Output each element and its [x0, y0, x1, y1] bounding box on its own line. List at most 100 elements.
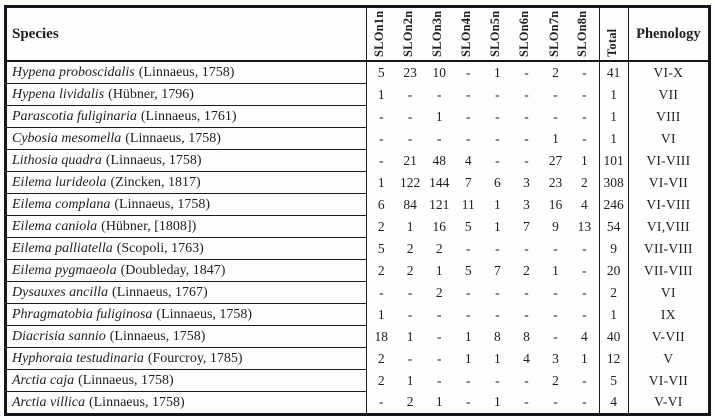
- table-row: Arctia caja (Linnaeus, 1758) 2 1- - - -2-5 VI-V…: [5, 369, 710, 392]
- count-cell-site-4: 11: [461, 196, 475, 212]
- count-cell-site-4: -: [466, 240, 471, 256]
- column-header-site-7: SLOn7n: [540, 6, 571, 62]
- count-cell-site-7: -: [553, 86, 558, 102]
- count-cell-site-4: -: [466, 372, 471, 388]
- total-cell: 1: [598, 83, 629, 106]
- table-row: Phragmatobia fuliginosa (Linnaeus, 1758) 1…: [5, 303, 710, 326]
- total-cell: 246: [598, 193, 629, 216]
- phenology-cell: V: [663, 350, 674, 366]
- phenology-cell: IX: [660, 306, 676, 322]
- species-cell: Hyphoraia testudinaria (Fourcroy, 1785): [5, 347, 368, 370]
- count-cell-site-4: 1: [464, 350, 472, 366]
- species-cell: Lithosia quadra (Linnaeus, 1758): [5, 149, 368, 172]
- count-cell-site-2: 84: [403, 196, 417, 212]
- table-row: Lithosia quadra (Linnaeus, 1758) -21 48 4- -2…: [5, 149, 710, 172]
- phenology-cell: VI: [660, 284, 676, 300]
- count-cell-site-2: -: [407, 130, 413, 146]
- count-cell-site-8: -: [582, 394, 587, 410]
- count-cell-site-5: 8: [493, 328, 501, 344]
- species-cell: Eilema complana (Linnaeus, 1758): [5, 193, 368, 216]
- phenology-cell: VI-VII: [648, 174, 688, 190]
- count-cell-site-6: -: [524, 394, 529, 410]
- count-cell-site-2: 2: [406, 394, 414, 410]
- species-cell: Eilema caniola (Hübner, [1808]): [5, 215, 368, 238]
- count-cell-site-5: -: [495, 86, 500, 102]
- count-cell-site-6: -: [524, 284, 529, 300]
- count-cell-site-1: 1: [377, 306, 385, 322]
- count-cell-site-6: -: [524, 306, 529, 322]
- total-cell: 20: [598, 259, 629, 282]
- count-cell-site-1: 2: [377, 262, 385, 278]
- count-cell-site-1: 5: [377, 64, 385, 80]
- phenology-cell: VIII: [656, 108, 681, 124]
- species-authority: (Linnaeus, 1758): [88, 394, 185, 410]
- total-cell: 5: [598, 369, 629, 392]
- species-cell: Cybosia mesomella (Linnaeus, 1758): [5, 127, 368, 150]
- count-cell-site-3: 48: [432, 152, 446, 168]
- count-cell-site-8: -: [582, 284, 587, 300]
- site-7-label: SLOn7n: [546, 10, 561, 57]
- species-authority: (Linnaeus, 1758): [105, 152, 202, 168]
- count-cell-site-3: -: [436, 306, 442, 322]
- count-cell-site-5: -: [495, 284, 500, 300]
- count-cell-site-4: -: [466, 284, 471, 300]
- species-name: Dysauxes ancilla: [12, 284, 109, 300]
- count-cell-site-1: 2: [377, 218, 385, 234]
- count-cell-site-5: -: [495, 240, 500, 256]
- species-name: Eilema lurideola: [12, 174, 107, 190]
- count-cell-site-8: -: [582, 372, 587, 388]
- count-cell-site-1: -: [379, 394, 384, 410]
- count-cell-site-8: 4: [580, 328, 588, 344]
- count-cell-site-7: -: [553, 306, 558, 322]
- total-cell: 41: [598, 61, 629, 84]
- phenology-cell: VI: [660, 130, 676, 146]
- species-authority: (Linnaeus, 1758): [156, 306, 253, 322]
- count-cell-site-5: 1: [493, 218, 501, 234]
- table-row: Diacrisia sannio (Linnaeus, 1758) 18 1-1 8 8-…: [5, 325, 710, 348]
- column-header-phenology: Phenology: [628, 6, 710, 62]
- count-cell-site-1: -: [379, 108, 384, 124]
- species-name: Arctia villica: [12, 394, 85, 410]
- phenology-cell: VII-VIII: [643, 240, 693, 256]
- count-cell-site-5: 1: [493, 196, 501, 212]
- table-row: Eilema palliatella (Scopoli, 1763) 5 2 2 - - - -…: [5, 237, 710, 260]
- species-name: Hypena lividalis: [12, 86, 105, 102]
- count-cell-site-6: 7: [523, 218, 530, 234]
- column-header-site-2: SLOn2n: [395, 6, 425, 62]
- count-cell-site-8: -: [582, 130, 587, 146]
- species-cell: Arctia villica (Linnaeus, 1758): [5, 391, 368, 415]
- count-cell-site-4: 5: [464, 262, 472, 278]
- count-cell-site-7: -: [553, 240, 558, 256]
- count-cell-site-2: -: [407, 306, 413, 322]
- count-cell-site-6: 2: [523, 262, 530, 278]
- count-cell-site-8: 1: [580, 152, 588, 168]
- species-authority: (Scopoli, 1763): [116, 240, 204, 256]
- count-cell-site-7: 2: [552, 372, 559, 388]
- table-row: Dysauxes ancilla (Linnaeus, 1767) - -2- - - - -…: [5, 281, 710, 304]
- total-cell: 1: [598, 303, 629, 326]
- species-authority: (Linnaeus, 1758): [78, 372, 174, 388]
- count-cell-site-7: -: [553, 108, 558, 124]
- count-cell-site-5: 1: [493, 64, 501, 80]
- total-cell: 1: [598, 105, 629, 128]
- table-row: Parascotia fuliginaria (Linnaeus, 1761) - -…: [5, 105, 710, 128]
- count-cell-site-7: 16: [548, 196, 563, 212]
- count-cell-site-8: -: [582, 306, 587, 322]
- table-row: Eilema lurideola (Zincken, 1817) 1 122 144 7 6…: [5, 171, 710, 194]
- count-cell-site-5: 6: [493, 174, 501, 190]
- total-header-label: Total: [604, 28, 619, 57]
- species-name: Arctia caja: [12, 372, 75, 388]
- species-authority: (Zincken, 1817): [110, 174, 201, 190]
- count-cell-site-7: 9: [552, 218, 559, 234]
- count-cell-site-8: 13: [577, 218, 592, 234]
- species-name: Eilema pygmaeola: [12, 262, 117, 278]
- species-authority: (Linnaeus, 1758): [114, 196, 211, 212]
- count-cell-site-2: -: [407, 86, 413, 102]
- count-cell-site-1: -: [379, 130, 384, 146]
- phenology-cell: VII: [658, 86, 679, 102]
- count-cell-site-7: 2: [552, 64, 559, 80]
- count-cell-site-7: 1: [552, 262, 559, 278]
- site-5-label: SLOn5n: [488, 10, 503, 57]
- count-cell-site-2: 23: [403, 64, 417, 80]
- phenology-header-label: Phenology: [636, 25, 701, 42]
